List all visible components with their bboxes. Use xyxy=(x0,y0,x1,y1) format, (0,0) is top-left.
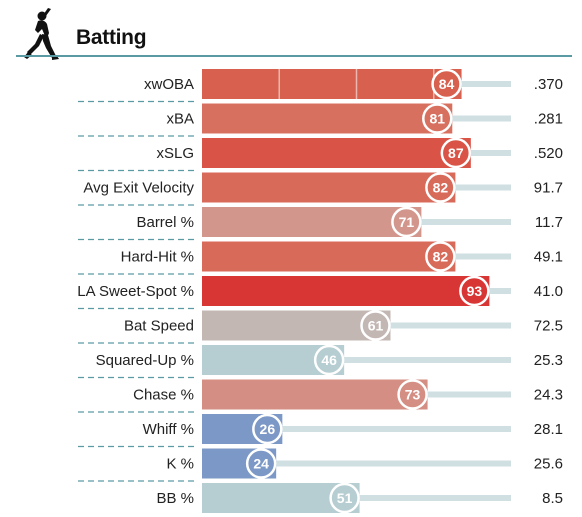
percentile-bar xyxy=(202,310,391,341)
percentile-label: 51 xyxy=(337,490,353,506)
metric-label: Squared-Up % xyxy=(96,352,194,369)
percentile-bar xyxy=(202,103,453,134)
percentile-marker xyxy=(397,379,428,410)
percentile-track xyxy=(202,357,511,363)
baseball-batter-icon xyxy=(24,8,59,60)
percentile-bar xyxy=(202,276,490,306)
percentile-label: 81 xyxy=(430,111,446,127)
percentile-marker xyxy=(425,241,456,272)
metric-value: 72.5 xyxy=(534,318,563,335)
metric-value: 41.0 xyxy=(534,283,563,300)
percentile-marker xyxy=(391,206,422,238)
metric-label: Chase % xyxy=(133,387,194,404)
percentile-label: 46 xyxy=(321,352,337,368)
percentile-track xyxy=(202,460,511,467)
metric-label: xwOBA xyxy=(144,76,194,93)
metric-label: xBA xyxy=(166,111,194,128)
percentile-label: 84 xyxy=(439,76,455,92)
percentile-marker xyxy=(245,448,277,479)
metric-label: xSLG xyxy=(156,145,194,162)
metric-label: LA Sweet-Spot % xyxy=(77,283,194,300)
metric-value: .370 xyxy=(534,76,563,93)
percentile-label: 82 xyxy=(433,180,449,196)
percentile-label: 71 xyxy=(399,214,415,230)
percentile-marker xyxy=(440,137,472,169)
percentile-marker xyxy=(431,68,462,100)
percentile-label: 24 xyxy=(253,456,269,472)
metric-label: Avg Exit Velocity xyxy=(83,180,194,197)
metric-label: Whiff % xyxy=(143,421,194,438)
percentile-bar xyxy=(202,379,428,410)
metric-label: Hard-Hit % xyxy=(121,249,194,266)
metric-value: 24.3 xyxy=(534,387,563,404)
percentile-label: 61 xyxy=(368,318,384,334)
metric-value: .520 xyxy=(534,145,563,162)
metric-value: .281 xyxy=(534,111,563,128)
percentile-marker xyxy=(360,310,391,341)
section-title: Batting xyxy=(76,26,147,49)
metric-value: 25.6 xyxy=(534,456,563,473)
metric-value: 49.1 xyxy=(534,249,563,266)
percentile-marker xyxy=(252,413,283,445)
percentile-bar xyxy=(202,172,456,203)
metric-label: Bat Speed xyxy=(124,318,194,335)
percentile-marker xyxy=(329,482,360,514)
percentile-label: 93 xyxy=(467,283,483,299)
header-rule xyxy=(16,55,572,57)
percentile-track xyxy=(202,426,511,432)
percentile-marker xyxy=(313,344,345,376)
percentile-bar xyxy=(202,207,422,237)
percentile-bar xyxy=(202,241,456,272)
percentile-marker xyxy=(459,275,490,307)
metric-label: K % xyxy=(166,456,194,473)
percentile-bar xyxy=(202,69,462,99)
percentile-label: 87 xyxy=(448,145,464,161)
metric-value: 25.3 xyxy=(534,352,563,369)
metric-label: Barrel % xyxy=(136,214,194,231)
metric-value: 11.7 xyxy=(535,214,563,231)
section-header: Batting xyxy=(0,0,582,62)
percentile-marker xyxy=(425,172,456,203)
metric-value: 28.1 xyxy=(534,421,563,438)
percentile-bar xyxy=(202,138,471,168)
percentile-label: 82 xyxy=(433,249,449,265)
percentile-label: 73 xyxy=(405,387,421,403)
metric-label: BB % xyxy=(156,490,194,507)
percentile-label: 26 xyxy=(260,421,276,437)
metric-value: 91.7 xyxy=(534,180,563,197)
percentile-marker xyxy=(422,103,453,134)
metric-value: 8.5 xyxy=(542,490,563,507)
